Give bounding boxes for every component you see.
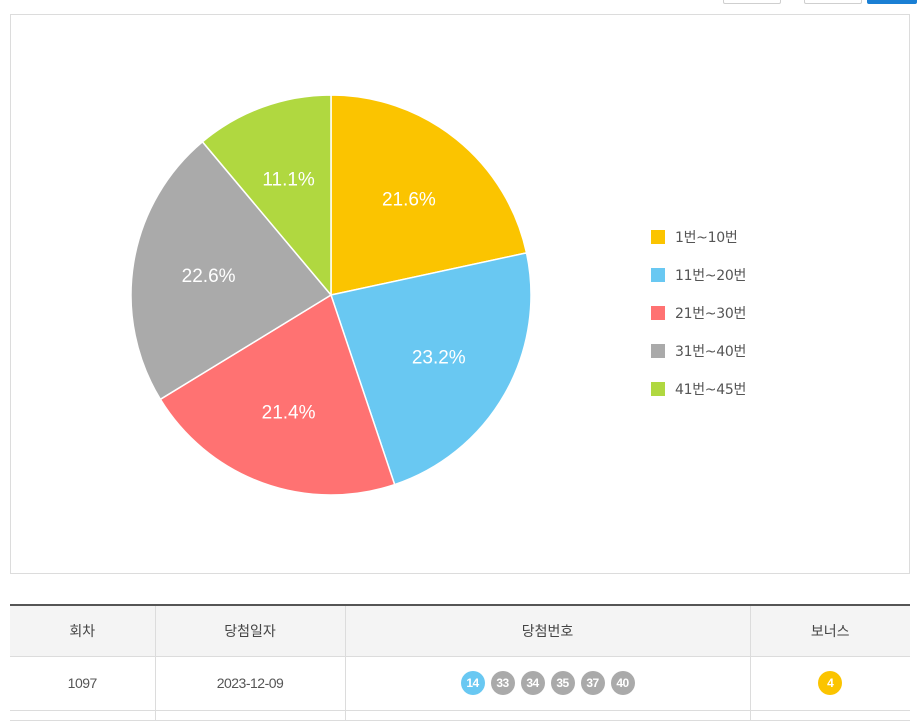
pie-slice-4[interactable]	[130, 140, 333, 401]
pie-slice-label-2: 23.2%	[412, 347, 466, 368]
legend-label: 11번~20번	[675, 268, 747, 284]
number-ball: 34	[520, 671, 545, 695]
legend-swatch	[651, 306, 665, 320]
legend-item[interactable]: 31번~40번	[651, 332, 746, 370]
number-ball: 35	[550, 671, 575, 695]
legend-label: 21번~30번	[675, 306, 747, 322]
legend-label: 1번~10번	[675, 230, 738, 246]
header-numbers: 당첨번호	[345, 605, 751, 657]
number-ball: 14	[460, 671, 485, 695]
date-cell: 2023-12-09	[155, 656, 346, 711]
number-ball: 40	[610, 671, 635, 695]
results-table: 회차 당첨일자 당첨번호 보너스 1097 2023-12-09 14 33 34 3…	[10, 604, 910, 721]
top-toolbar	[0, 0, 921, 6]
toolbar-button-2[interactable]	[804, 0, 862, 4]
number-ball: 37	[580, 671, 605, 695]
legend-label: 31번~40번	[675, 344, 747, 360]
legend-swatch	[651, 344, 665, 358]
numbers-cell: 14 33 34 35 37 40	[345, 656, 751, 711]
bonus-ball: 4	[818, 671, 843, 695]
pie-slice-label-3: 21.4%	[262, 403, 316, 424]
table-header-row: 회차 당첨일자 당첨번호 보너스	[10, 605, 910, 657]
round-cell: 1097	[10, 656, 156, 711]
legend-item[interactable]: 21번~30번	[651, 294, 746, 332]
legend-swatch	[651, 268, 665, 282]
toolbar-button-primary[interactable]	[867, 0, 917, 4]
pie-slice-label-4: 22.6%	[182, 266, 236, 287]
results-table-wrap: 회차 당첨일자 당첨번호 보너스 1097 2023-12-09 14 33 34 3…	[10, 604, 910, 721]
pie-slice-5[interactable]	[201, 94, 332, 298]
pie-slice-1[interactable]	[330, 94, 528, 296]
number-ball: 33	[490, 671, 515, 695]
pie-slice-2[interactable]	[330, 251, 532, 486]
pie-slice-3[interactable]	[159, 293, 396, 496]
bonus-cell: 4	[750, 656, 910, 711]
pie-chart-panel: 21.6% 23.2% 21.4% 22.6% 11.1% 1번~10번 11번~20번 2…	[10, 14, 910, 574]
legend-label: 41번~45번	[675, 382, 747, 398]
toolbar-button-1[interactable]	[723, 0, 781, 4]
table-row: 1097 2023-12-09 14 33 34 35 37 40 4	[10, 656, 910, 711]
legend-item[interactable]: 11번~20번	[651, 256, 746, 294]
pie-slice-label-1: 21.6%	[382, 190, 436, 211]
header-round: 회차	[10, 605, 156, 657]
header-bonus: 보너스	[750, 605, 910, 657]
legend-item[interactable]: 41번~45번	[651, 370, 746, 408]
pie-slice-label-5: 11.1%	[262, 169, 315, 190]
header-date: 당첨일자	[155, 605, 346, 657]
pie-chart: 21.6% 23.2% 21.4% 22.6% 11.1%	[130, 94, 532, 496]
legend-item[interactable]: 1번~10번	[651, 218, 746, 256]
legend-swatch	[651, 230, 665, 244]
chart-legend: 1번~10번 11번~20번 21번~30번 31번~40번 41번~45번	[651, 218, 746, 408]
legend-swatch	[651, 382, 665, 396]
